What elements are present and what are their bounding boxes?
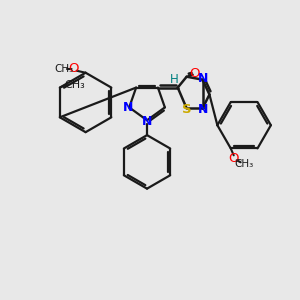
Text: N: N — [198, 72, 209, 85]
Text: O: O — [189, 67, 200, 80]
Text: O: O — [229, 152, 239, 165]
Text: H: H — [169, 73, 178, 86]
Text: O: O — [68, 62, 79, 75]
Text: CH₃: CH₃ — [64, 80, 85, 90]
Text: CH₃: CH₃ — [234, 159, 253, 169]
Text: CH₃: CH₃ — [54, 64, 74, 74]
Text: N: N — [198, 103, 209, 116]
Text: N: N — [123, 101, 134, 114]
Text: S: S — [182, 103, 191, 116]
Text: N: N — [142, 115, 152, 128]
